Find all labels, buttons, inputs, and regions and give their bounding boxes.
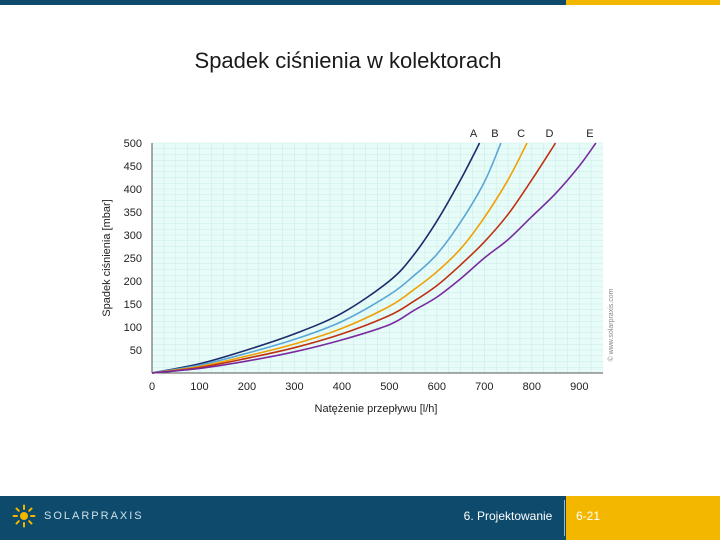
- top-bar-yellow: [566, 0, 720, 5]
- y-tick-label: 100: [124, 322, 142, 334]
- pressure-drop-chart: 0 100 200 300 400 500 600 700 800 900 50 100 150 200 2…: [101, 128, 615, 415]
- y-tick-label: 400: [124, 184, 142, 196]
- tick-labels: 0 100 200 300 400 500 600 700 800 900 50 100 150 200 2…: [124, 138, 589, 393]
- y-axis-label: Spadek ciśnienia [mbar]: [101, 199, 113, 316]
- legend-label-c: C: [517, 128, 525, 140]
- x-tick-label: 900: [570, 381, 588, 393]
- legend: A B C D E: [470, 128, 594, 140]
- series-lines: [151, 142, 597, 374]
- y-tick-label: 450: [124, 161, 142, 173]
- footer-bar: [0, 496, 566, 540]
- brand-name: SOLARPRAXIS: [44, 510, 144, 522]
- y-tick-label: 500: [124, 138, 142, 150]
- legend-label-e: E: [586, 128, 593, 140]
- axes: [151, 143, 603, 374]
- x-tick-label: 700: [475, 381, 493, 393]
- y-tick-label: 50: [130, 345, 142, 357]
- series-line-b: [151, 142, 502, 374]
- copyright-watermark: © www.solarpraxis.com: [607, 288, 615, 361]
- y-tick-label: 200: [124, 276, 142, 288]
- x-tick-label: 600: [428, 381, 446, 393]
- y-tick-label: 350: [124, 207, 142, 219]
- slide-title: Spadek ciśnienia w kolektorach: [194, 48, 502, 73]
- footer-divider: [564, 500, 565, 536]
- sun-logo-icon: [12, 504, 36, 528]
- legend-label-b: B: [491, 128, 498, 140]
- x-tick-label: 200: [238, 381, 256, 393]
- x-tick-label: 100: [190, 381, 208, 393]
- y-tick-label: 300: [124, 230, 142, 242]
- footer-accent: [566, 496, 720, 540]
- x-tick-label: 0: [149, 381, 155, 393]
- grid-lines: [152, 142, 603, 373]
- legend-label-d: D: [546, 128, 554, 140]
- y-tick-label: 150: [124, 299, 142, 311]
- legend-label-a: A: [470, 128, 478, 140]
- page-number: 6-21: [576, 509, 601, 523]
- series-line-a: [151, 142, 481, 374]
- x-axis-label: Natężenie przepływu [l/h]: [315, 403, 438, 415]
- footer-section-title: 6. Projektowanie: [463, 509, 553, 523]
- x-tick-label: 800: [523, 381, 541, 393]
- x-tick-label: 500: [380, 381, 398, 393]
- x-tick-label: 400: [333, 381, 351, 393]
- series-line-d: [151, 142, 557, 374]
- top-bar-blue: [0, 0, 566, 5]
- solarpraxis-logo: SOLARPRAXIS: [12, 503, 144, 529]
- y-tick-label: 250: [124, 253, 142, 265]
- x-tick-label: 300: [285, 381, 303, 393]
- series-line-e: [151, 142, 597, 374]
- series-line-c: [151, 142, 528, 374]
